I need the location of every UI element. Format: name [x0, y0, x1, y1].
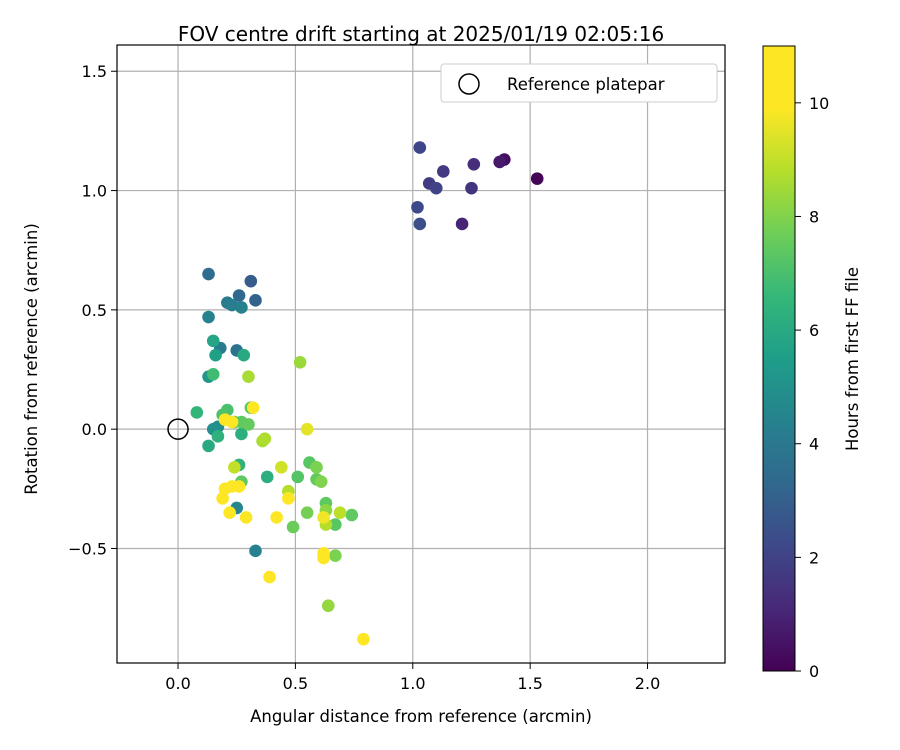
data-point — [310, 461, 323, 474]
x-tick-label: 2.0 — [635, 674, 660, 693]
colorbar-ticks: 0 2 4 6 8 10 — [795, 94, 829, 681]
x-tick-label: 1.5 — [517, 674, 542, 693]
data-point — [455, 217, 469, 231]
data-point — [235, 301, 248, 314]
data-point — [275, 461, 288, 474]
data-points — [190, 141, 544, 646]
data-point — [249, 294, 262, 307]
data-point — [300, 506, 314, 519]
x-tick-label: 1.0 — [400, 674, 425, 693]
data-point — [249, 544, 262, 558]
data-point — [413, 217, 427, 231]
data-point — [225, 415, 239, 429]
data-point — [246, 401, 260, 414]
data-point — [411, 200, 424, 214]
data-point — [202, 310, 215, 324]
data-point — [211, 430, 225, 443]
colorbar-gradient — [762, 45, 796, 672]
colorbar-tick-label: 4 — [809, 435, 819, 454]
data-point — [530, 172, 544, 185]
chart-title: FOV centre drift starting at 2025/01/19 … — [178, 22, 664, 46]
data-point — [206, 367, 220, 381]
data-point — [413, 141, 427, 154]
data-point — [235, 427, 248, 441]
data-point — [242, 370, 255, 383]
colorbar-tick-label: 6 — [809, 321, 819, 340]
plot-area: 0.0 0.5 1.0 1.5 2.0 −0.5 0.0 0.5 1.0 1.5 — [68, 44, 726, 693]
data-point — [242, 418, 255, 431]
y-axis-ticks: −0.5 0.0 0.5 1.0 1.5 — [68, 62, 117, 558]
data-point — [223, 506, 236, 519]
x-axis-title: Angular distance from reference (arcmin) — [250, 707, 592, 726]
data-point — [202, 267, 215, 281]
y-tick-label: 1.5 — [82, 62, 107, 81]
x-tick-label: 0.0 — [165, 674, 190, 693]
legend-marker-reference-platepar — [458, 73, 480, 95]
data-point — [260, 470, 274, 484]
data-point — [258, 432, 272, 446]
legend-box — [440, 63, 718, 103]
colorbar-title: Hours from first FF file — [843, 267, 862, 451]
reference-platepar-marker — [167, 418, 189, 440]
data-point — [232, 289, 246, 302]
data-point — [270, 511, 283, 524]
data-point — [263, 570, 276, 584]
data-point — [209, 348, 222, 362]
data-point — [357, 632, 370, 646]
data-point — [225, 480, 239, 493]
legend: Reference platepar — [440, 63, 718, 103]
data-point — [437, 165, 450, 178]
colorbar: 0 2 4 6 8 10 Hours from first FF file — [762, 45, 862, 681]
data-point — [293, 356, 307, 369]
data-point — [321, 599, 335, 613]
data-point — [467, 158, 481, 171]
data-point — [329, 518, 342, 531]
data-point — [190, 406, 204, 419]
y-tick-label: 1.0 — [82, 182, 107, 201]
data-point — [206, 334, 220, 348]
data-point — [228, 461, 241, 474]
data-point — [329, 549, 342, 562]
data-point — [465, 181, 478, 195]
y-tick-label: 0.5 — [82, 301, 107, 320]
data-point — [286, 520, 300, 534]
data-point — [216, 492, 229, 505]
data-point — [333, 506, 347, 519]
data-point — [202, 439, 215, 453]
colorbar-tick-label: 2 — [809, 548, 819, 567]
data-point — [244, 274, 258, 288]
y-tick-label: 0.0 — [82, 420, 107, 439]
plot-background — [117, 45, 725, 663]
data-point — [239, 511, 253, 524]
data-point — [314, 475, 328, 488]
data-point — [493, 155, 506, 169]
x-tick-label: 0.5 — [283, 674, 308, 693]
data-point — [317, 511, 330, 524]
y-tick-label: −0.5 — [68, 539, 107, 558]
colorbar-tick-label: 0 — [809, 662, 819, 681]
colorbar-tick-label: 8 — [809, 207, 819, 226]
data-point — [345, 508, 359, 522]
x-axis-ticks: 0.0 0.5 1.0 1.5 2.0 — [165, 663, 660, 693]
plot-frame — [116, 44, 726, 664]
data-point — [429, 181, 443, 195]
data-point — [300, 422, 314, 436]
data-point — [291, 470, 305, 484]
data-point — [317, 551, 330, 565]
data-point — [237, 348, 251, 362]
colorbar-tick-label: 10 — [809, 94, 829, 113]
legend-label-reference-platepar: Reference platepar — [507, 75, 665, 94]
data-point — [282, 492, 295, 505]
y-axis-title: Rotation from reference (arcmin) — [22, 223, 41, 495]
